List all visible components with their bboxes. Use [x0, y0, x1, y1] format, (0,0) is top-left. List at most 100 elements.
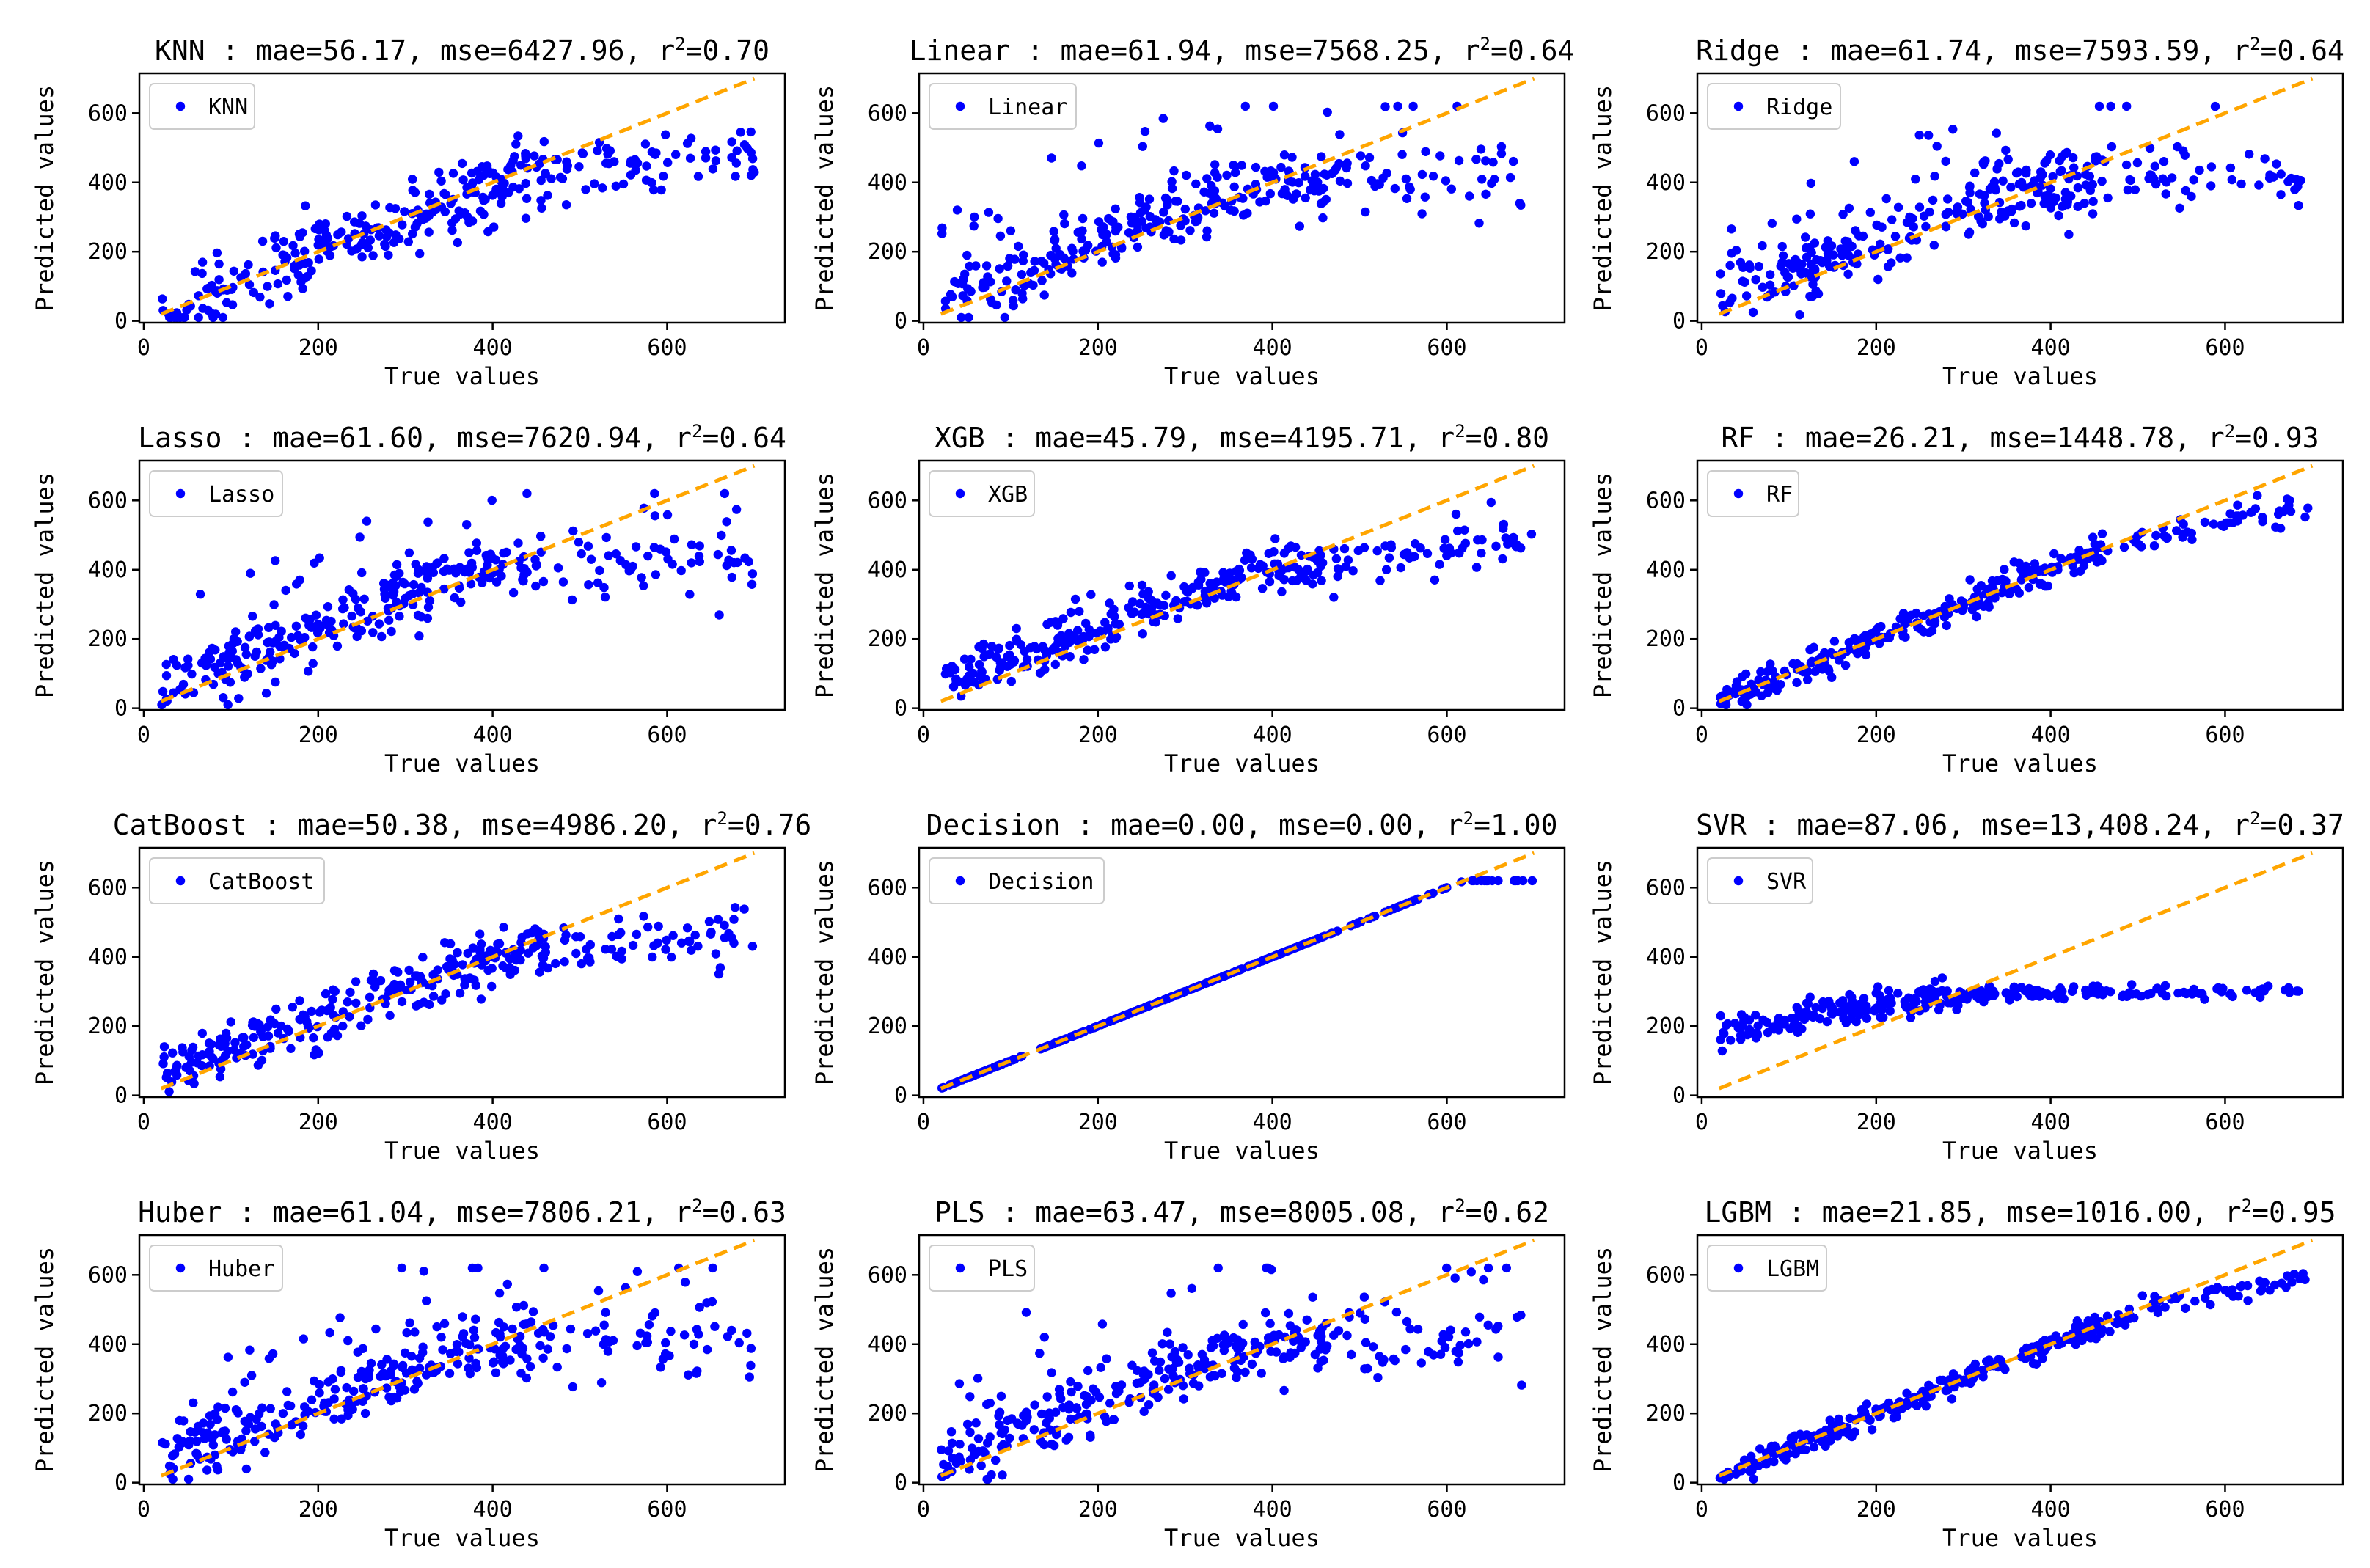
data-point: [1503, 539, 1513, 549]
data-point: [437, 995, 447, 1005]
y-tick-label: 600: [88, 100, 128, 126]
data-point: [365, 992, 375, 1003]
data-point: [2208, 1285, 2217, 1294]
data-point: [1153, 1393, 1163, 1402]
data-point: [1726, 1036, 1736, 1045]
data-point: [566, 1324, 576, 1334]
data-point: [567, 595, 577, 605]
y-axis-label: Predicted values: [31, 472, 59, 698]
data-point: [249, 1033, 258, 1043]
data-point: [1235, 565, 1244, 574]
y-tick-label: 200: [88, 1014, 128, 1039]
data-point: [1904, 1003, 1914, 1012]
data-point: [428, 970, 438, 980]
data-point: [1359, 543, 1369, 552]
plot-frame: [138, 459, 786, 711]
data-point: [1958, 994, 1968, 1003]
data-point: [563, 161, 572, 171]
data-point: [462, 520, 472, 530]
data-point: [161, 659, 171, 670]
data-point: [1056, 631, 1066, 640]
data-point: [671, 150, 681, 159]
data-point: [729, 915, 739, 924]
data-point: [1857, 1004, 1867, 1014]
data-point: [2085, 1333, 2096, 1343]
data-point: [1178, 1343, 1188, 1352]
data-point: [1739, 1016, 1749, 1025]
data-point: [1288, 194, 1298, 204]
data-point: [1838, 210, 1848, 219]
data-point: [216, 658, 225, 668]
data-point: [452, 1340, 462, 1349]
data-point: [522, 488, 532, 499]
data-point: [195, 590, 205, 599]
data-point: [357, 252, 367, 262]
data-point: [1313, 1363, 1323, 1373]
data-point: [300, 246, 310, 256]
data-point: [1890, 232, 1901, 241]
data-point: [560, 957, 569, 967]
data-point: [1361, 207, 1370, 217]
data-point: [255, 292, 265, 302]
legend-label: Decision: [988, 869, 1094, 895]
y-tick-label: 400: [1646, 1332, 1686, 1358]
y-tick-label: 200: [868, 1014, 907, 1039]
data-point: [282, 1387, 292, 1396]
data-point: [1165, 1339, 1175, 1349]
data-point: [415, 249, 425, 259]
data-point: [954, 1379, 965, 1388]
data-point: [1909, 222, 1918, 232]
data-point: [1811, 1003, 1821, 1013]
data-point: [1094, 1392, 1105, 1402]
data-point: [489, 1357, 499, 1366]
data-point: [543, 191, 552, 200]
data-point: [731, 172, 740, 181]
data-point: [1908, 213, 1917, 224]
data-point: [1163, 1385, 1174, 1394]
data-point: [1384, 553, 1394, 563]
plot-frame: [138, 72, 786, 324]
data-point: [469, 1333, 480, 1342]
y-axis-label: Predicted values: [1589, 860, 1617, 1085]
data-point: [299, 1334, 308, 1344]
data-point: [329, 985, 338, 994]
data-point: [1005, 1433, 1014, 1443]
data-point: [1287, 153, 1297, 162]
data-point: [535, 1341, 545, 1351]
data-point: [1066, 607, 1076, 618]
data-point: [370, 982, 380, 992]
panel-title: Lasso : mae=61.60, mse=7620.94, r2=0.64: [138, 421, 786, 454]
data-point: [1353, 918, 1363, 928]
data-point: [1039, 1333, 1050, 1342]
data-point: [471, 1314, 480, 1324]
legend-marker: [955, 876, 965, 886]
data-point: [1102, 1354, 1111, 1363]
data-point: [501, 963, 511, 973]
data-point: [404, 965, 414, 975]
data-point: [1140, 205, 1149, 215]
data-point: [1182, 170, 1191, 180]
data-point: [964, 312, 973, 323]
data-point: [2283, 1271, 2292, 1281]
data-point: [1166, 1289, 1176, 1298]
data-point: [1072, 1403, 1081, 1413]
data-point: [342, 211, 352, 221]
title-main: Ridge : mae=61.74, mse=7593.59,: [1696, 34, 2233, 67]
data-point: [2069, 568, 2079, 578]
data-point: [958, 276, 968, 285]
data-point: [1881, 194, 1891, 204]
data-point: [1493, 876, 1503, 886]
data-point: [1111, 204, 1120, 213]
data-point: [1066, 1377, 1075, 1387]
data-point: [203, 305, 213, 315]
legend-label: Huber: [208, 1256, 274, 1282]
subplot-decision: Decision : mae=0.00, mse=0.00, r2=1.000 2…: [811, 808, 1566, 1165]
data-point: [2152, 983, 2162, 994]
data-point: [1159, 208, 1168, 217]
legend: Linear: [929, 83, 1077, 130]
data-point: [290, 648, 299, 659]
data-point: [2150, 161, 2159, 171]
data-point: [1451, 509, 1461, 519]
data-point: [1035, 1349, 1045, 1358]
identity-line: [940, 464, 1535, 703]
